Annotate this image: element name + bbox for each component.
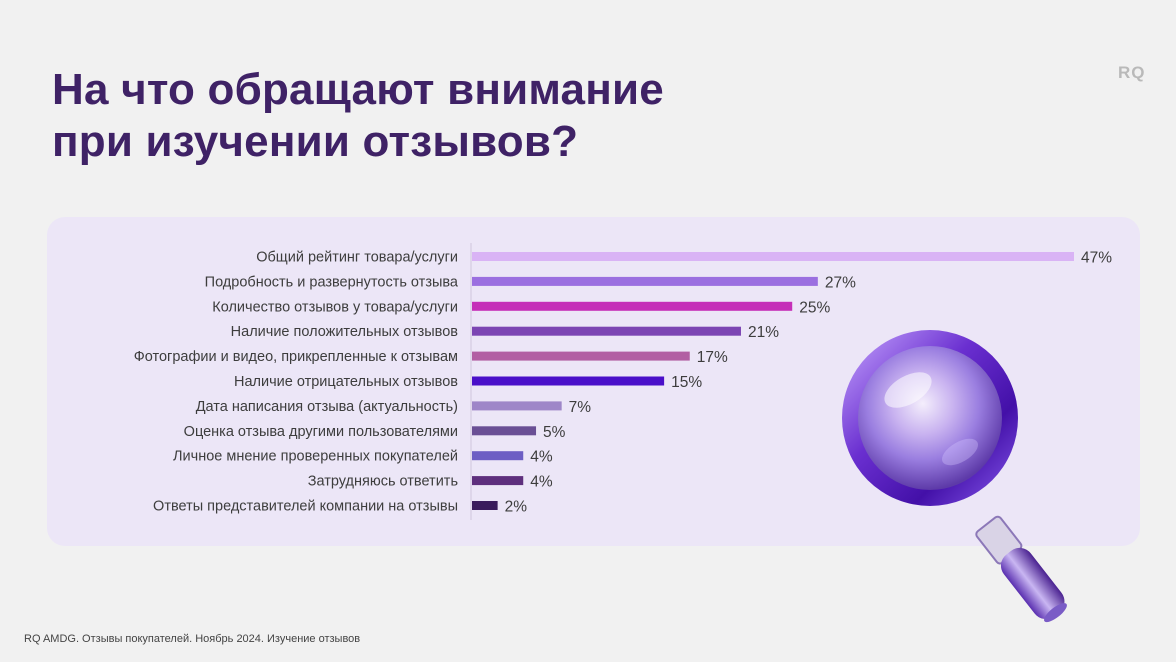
category-label: Личное мнение проверенных покупателей: [173, 449, 458, 465]
value-label: 21%: [748, 324, 779, 341]
bar: [472, 401, 562, 411]
title-line-1: На что обращают внимание: [52, 65, 664, 114]
value-label: 47%: [1081, 250, 1112, 267]
bar: [472, 451, 524, 461]
category-label: Дата написания отзыва (актуальность): [196, 399, 458, 415]
page-title: На что обращают внимание при изучении от…: [52, 64, 664, 168]
category-label: Затрудняюсь ответить: [308, 474, 458, 490]
value-label: 27%: [825, 274, 856, 291]
category-label: Оценка отзыва другими пользователями: [184, 424, 458, 440]
category-label: Наличие отрицательных отзывов: [234, 374, 458, 390]
bar: [472, 351, 690, 361]
category-label: Фотографии и видео, прикрепленные к отзы…: [134, 349, 458, 365]
footer-source: RQ AMDG. Отзывы покупателей. Ноябрь 2024…: [24, 633, 361, 645]
category-label: Подробность и развернутость отзыва: [205, 274, 459, 290]
value-label: 25%: [799, 299, 830, 316]
bar: [472, 326, 741, 336]
bar: [472, 376, 665, 386]
category-label: Ответы представителей компании на отзывы: [153, 499, 458, 515]
bar: [472, 301, 793, 311]
bar: [472, 276, 818, 286]
category-label: Количество отзывов у товара/услуги: [212, 299, 458, 315]
bar: [472, 252, 1074, 261]
magnifier-icon: [842, 330, 1067, 623]
value-label: 2%: [505, 499, 528, 516]
bar: [472, 426, 537, 436]
value-label: 15%: [671, 374, 702, 391]
category-label: Наличие положительных отзывов: [231, 324, 459, 340]
bar: [472, 501, 498, 510]
value-label: 4%: [530, 449, 553, 466]
value-label: 17%: [697, 349, 728, 366]
value-label: 4%: [530, 474, 553, 491]
value-label: 7%: [569, 399, 592, 416]
title-line-2: при изучении отзывов?: [52, 117, 579, 166]
category-label: Общий рейтинг товара/услуги: [256, 250, 458, 266]
brand-logo: RQ: [1118, 63, 1146, 82]
value-label: 5%: [543, 424, 566, 441]
bar: [472, 476, 524, 486]
